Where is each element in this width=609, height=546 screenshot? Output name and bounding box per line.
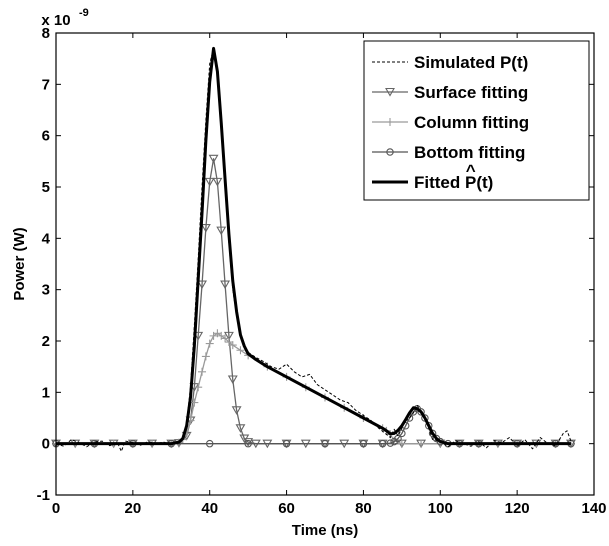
series-point: [417, 408, 425, 416]
x-tick-label: 140: [581, 500, 606, 517]
series-point: [198, 367, 207, 376]
y-tick-label: 8: [42, 25, 50, 42]
series-point: [417, 439, 426, 448]
series-point: [231, 406, 242, 415]
series-point: [244, 439, 252, 448]
series-point: [359, 439, 368, 448]
legend-label-hat: ^: [466, 161, 476, 180]
y-tick-label: 0: [42, 436, 50, 453]
legend-entry: Simulated P(t): [372, 53, 528, 72]
y-axis-title: Power (W): [11, 227, 28, 300]
series-point: [228, 341, 237, 350]
series-point: [378, 439, 387, 448]
legend-label-prefix: Fitted: [414, 173, 465, 192]
series-point: [205, 339, 214, 348]
legend-label: Surface fitting: [414, 83, 528, 102]
series-point: [221, 334, 230, 343]
legend-box: [363, 40, 590, 201]
series-line: [56, 46, 571, 446]
y-tick-label: -1: [37, 487, 50, 504]
legend-entries: Simulated P(t) Surface fitting Column fitt…: [372, 53, 529, 192]
x-tick-label: 60: [278, 500, 295, 517]
series-point: [201, 352, 210, 361]
series-point: [397, 439, 406, 448]
x-tick-label: 40: [201, 500, 218, 517]
y-tick-label: 7: [42, 76, 50, 93]
series-point: [194, 383, 203, 392]
legend: Simulated P(t) Surface fitting Column fitt…: [363, 40, 590, 201]
legend-marker: [385, 87, 395, 97]
legend-entry: Column fitting: [372, 113, 529, 132]
y-tick-label: 4: [42, 230, 51, 247]
series-point: [212, 177, 223, 187]
series-point: [205, 439, 214, 448]
y-tick-label: 1: [42, 384, 50, 401]
series-point: [220, 280, 231, 290]
series-point: [208, 154, 219, 164]
series-point: [200, 224, 211, 233]
legend-label: Bottom fitting: [414, 143, 525, 162]
x-tick-label: 0: [52, 500, 60, 517]
legend-entry: Surface fitting: [372, 83, 528, 102]
legend-label: Simulated P(t): [414, 53, 528, 72]
series-point: [216, 226, 227, 236]
legend-label-suffix: (t): [476, 173, 493, 192]
legend-label-symbol: P: [465, 173, 476, 192]
legend-entry: Fitted P(t)^: [372, 161, 493, 192]
y-multiplier-label: x 10: [41, 12, 70, 29]
y-tick-label: 5: [42, 179, 50, 196]
y-tick-label: 3: [42, 282, 50, 299]
series-point: [386, 439, 395, 447]
series-point: [282, 439, 291, 448]
series-point: [243, 438, 254, 447]
legend-marker: [386, 148, 394, 156]
series-point: [398, 429, 406, 438]
series-point: [235, 424, 246, 433]
x-tick-label: 20: [125, 500, 142, 517]
series-point: [236, 346, 245, 355]
series-point: [190, 398, 199, 407]
series-point: [204, 177, 215, 187]
x-tick-label: 100: [428, 500, 453, 517]
series-4: [56, 46, 571, 446]
legend-label: Fitted P(t): [414, 173, 493, 192]
series-point: [321, 439, 329, 448]
plot-frame: [55, 32, 595, 496]
series-point: [227, 375, 238, 385]
y-tick-label: 2: [42, 333, 50, 350]
legend-entry: Bottom fitting: [372, 143, 525, 162]
legend-label: Column fitting: [414, 113, 529, 132]
series-point: [223, 331, 234, 341]
legend-marker: [386, 118, 394, 126]
y-multiplier-exponent: -9: [79, 7, 89, 19]
x-tick-label: 120: [505, 500, 530, 517]
x-axis-title: Time (ns): [292, 522, 358, 539]
y-tick-label: 6: [42, 128, 50, 145]
x-tick-label: 80: [355, 500, 372, 517]
series-point: [197, 280, 207, 290]
